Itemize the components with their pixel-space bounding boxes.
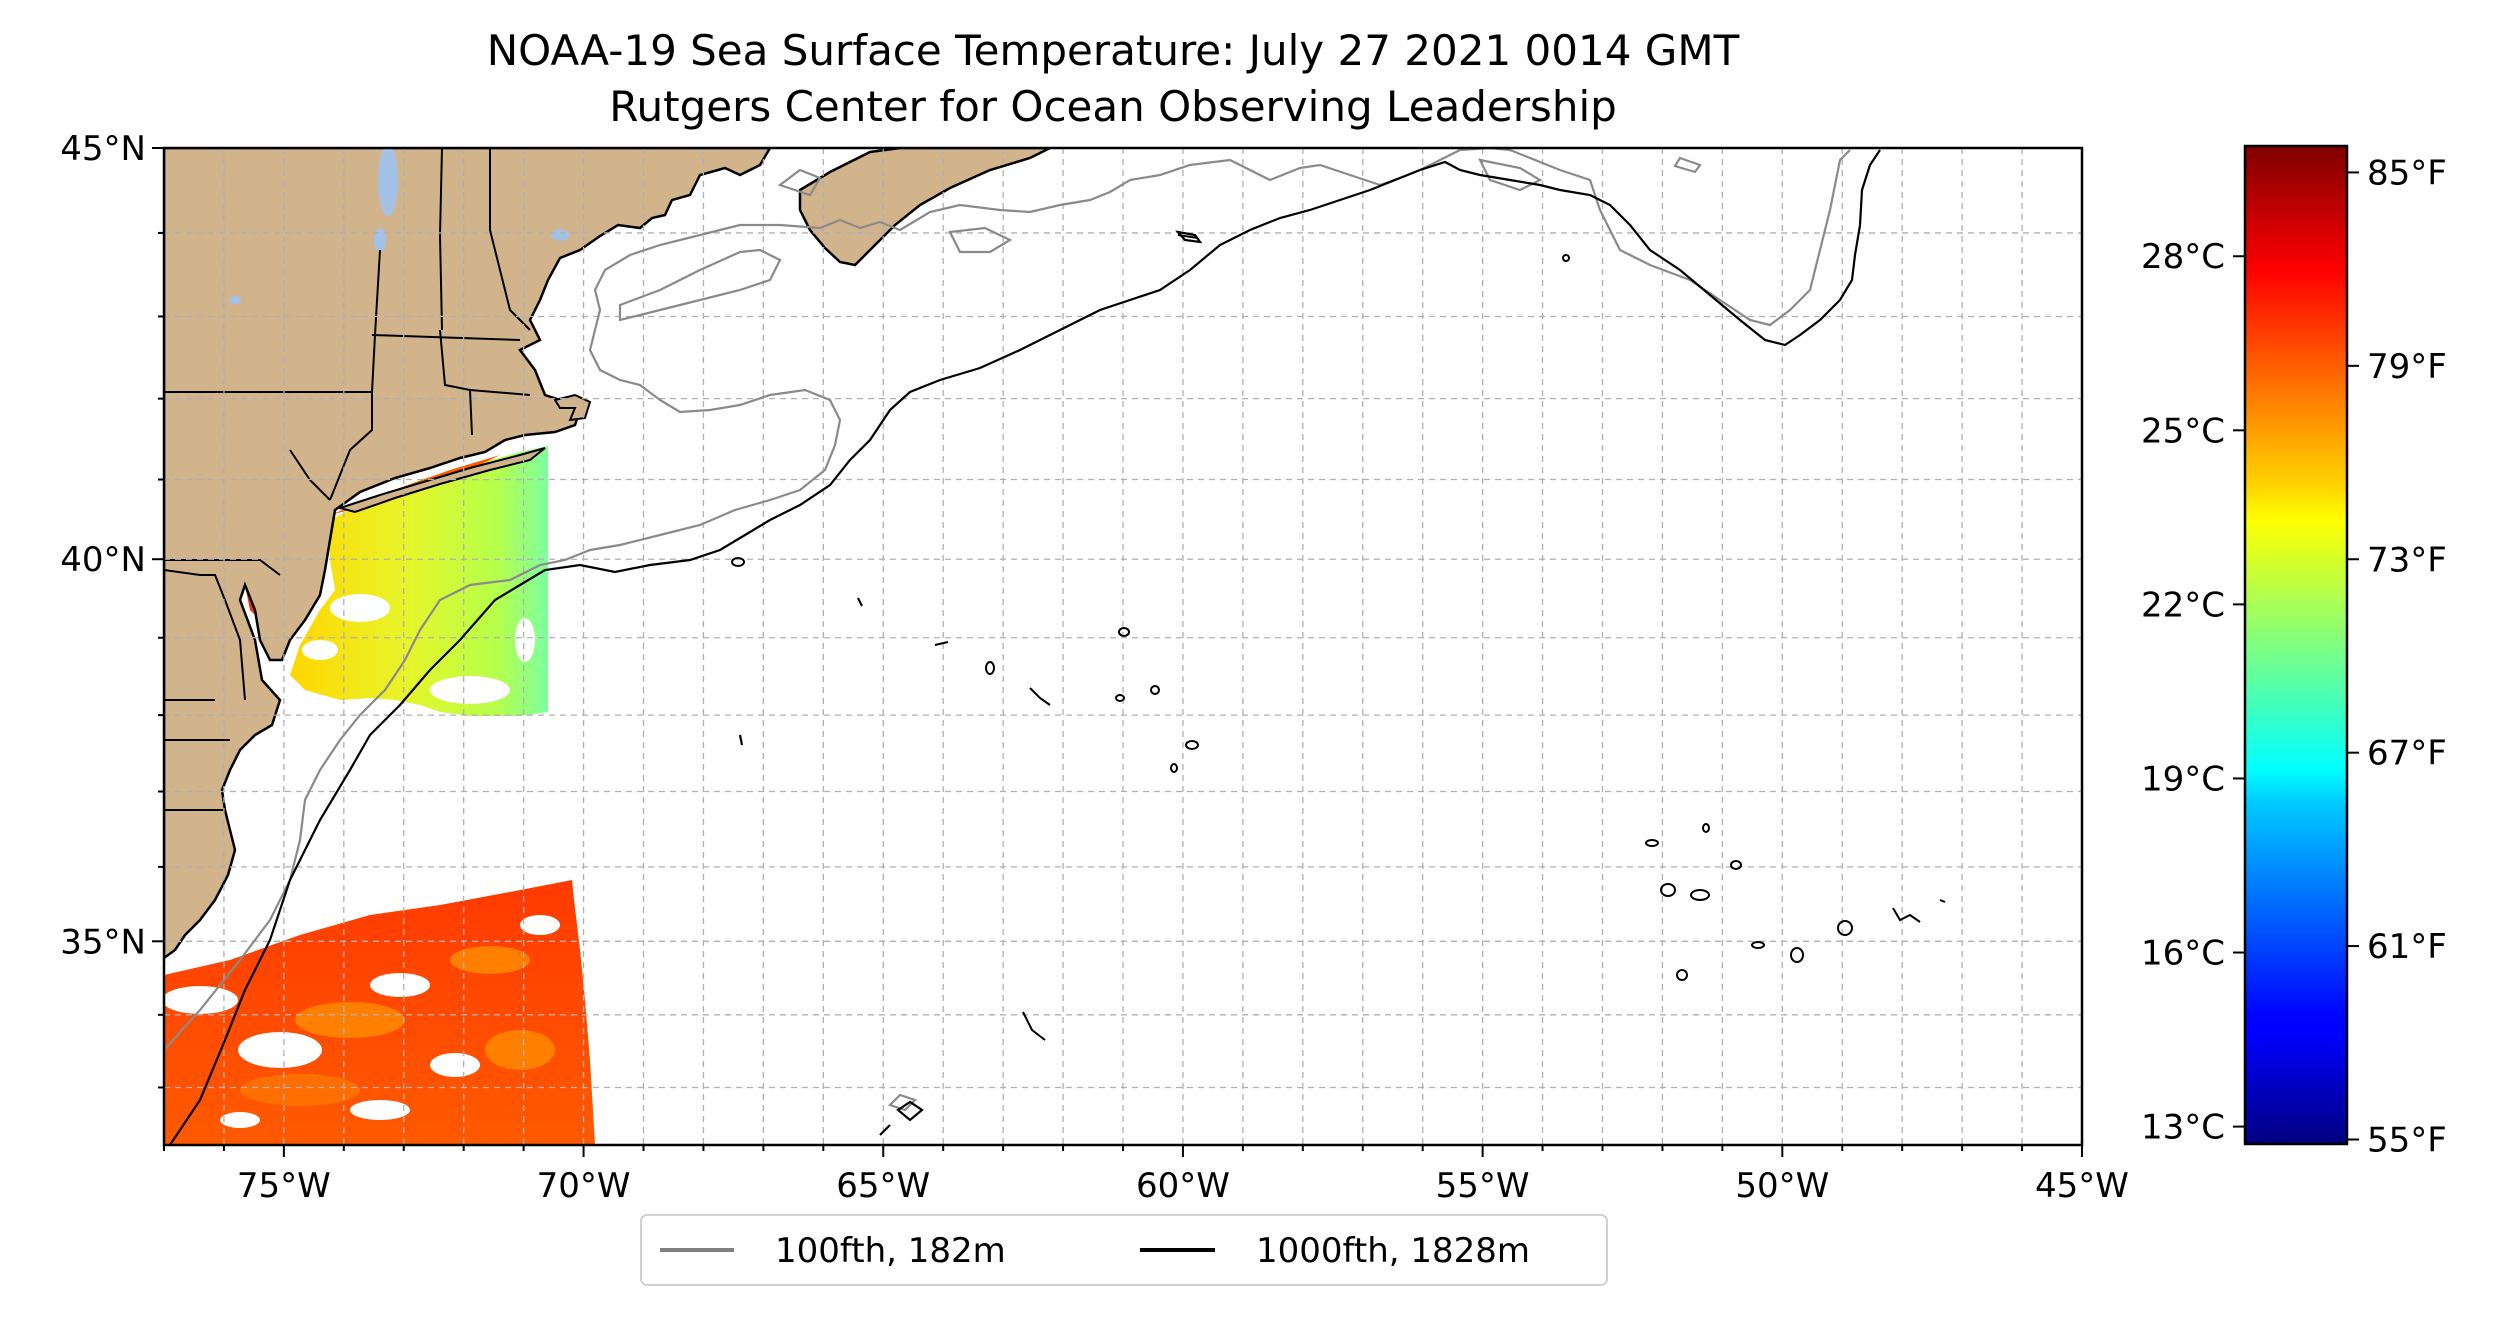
isobath-1000fth xyxy=(169,149,1881,1145)
sst-cloud-gaps-south xyxy=(164,915,560,1128)
land-mainland xyxy=(164,148,772,960)
map-title: NOAA-19 Sea Surface Temperature: July 27… xyxy=(487,26,1740,75)
sst-cloud-gaps-north xyxy=(302,594,535,704)
colorbar-celsius-label: 25°C xyxy=(2141,411,2225,451)
land-nova-scotia xyxy=(798,148,1051,267)
colorbar-celsius-label: 16°C xyxy=(2141,934,2225,974)
legend-label-1000fth: 1000fth, 1828m xyxy=(1256,1231,1530,1271)
colorbar-celsius-label: 13°C xyxy=(2141,1108,2225,1148)
land-cape-cod xyxy=(553,393,592,422)
colorbar-celsius-axis: 13°C 16°C 19°C 22°C 25°C 28°C xyxy=(2141,237,2245,1148)
lat-tick-label: 40°N xyxy=(60,540,146,580)
lon-tick-label: 45°W xyxy=(2035,1166,2129,1206)
colorbar-fahrenheit-label: 79°F xyxy=(2367,347,2447,387)
colorbar-gradient xyxy=(2245,146,2347,1144)
sst-southern-variations xyxy=(240,946,555,1106)
longitude-axis: 75°W 70°W 65°W 60°W 55°W 50°W 45°W xyxy=(163,1145,2129,1206)
map-subtitle: Rutgers Center for Ocean Observing Leade… xyxy=(609,82,1617,131)
seamounts xyxy=(731,234,1946,1041)
colorbar-fahrenheit-axis: 55°F 61°F 67°F 73°F 79°F 85°F xyxy=(2347,153,2447,1160)
map-area xyxy=(164,148,2082,1145)
colorbar-fahrenheit-label: 55°F xyxy=(2367,1120,2447,1160)
lon-tick-label: 75°W xyxy=(237,1166,331,1206)
colorbar-frame xyxy=(2243,144,2349,1146)
colorbar-fahrenheit-label: 61°F xyxy=(2367,927,2447,967)
lon-tick-label: 55°W xyxy=(1436,1166,1530,1206)
colorbar-fahrenheit-label: 85°F xyxy=(2367,153,2447,193)
colorbar: 13°C 16°C 19°C 22°C 25°C 28°C 55°F 61°F 67°F 73°… xyxy=(2141,144,2447,1160)
sst-swath-north xyxy=(290,446,548,716)
lat-tick-label: 45°N xyxy=(60,129,146,169)
colorbar-fahrenheit-label: 73°F xyxy=(2367,540,2447,580)
colorbar-celsius-label: 19°C xyxy=(2141,759,2225,799)
map-gridlines xyxy=(164,148,2082,1145)
lat-tick-label: 35°N xyxy=(60,922,146,962)
lon-tick-label: 50°W xyxy=(1735,1166,1829,1206)
isobath-legend: 100fth, 182m 1000fth, 1828m xyxy=(640,1214,1608,1286)
colorbar-celsius-label: 22°C xyxy=(2141,585,2225,625)
lon-tick-label: 70°W xyxy=(537,1166,631,1206)
lakes xyxy=(229,148,569,304)
colorbar-celsius-label: 28°C xyxy=(2141,237,2225,277)
colorbar-fahrenheit-label: 67°F xyxy=(2367,734,2447,774)
lon-tick-label: 65°W xyxy=(836,1166,930,1206)
latitude-axis: 45°N 40°N 35°N xyxy=(60,129,164,1089)
lon-tick-label: 60°W xyxy=(1136,1166,1230,1206)
legend-label-100fth: 100fth, 182m xyxy=(775,1231,1006,1271)
legend-frame xyxy=(640,1214,1608,1286)
